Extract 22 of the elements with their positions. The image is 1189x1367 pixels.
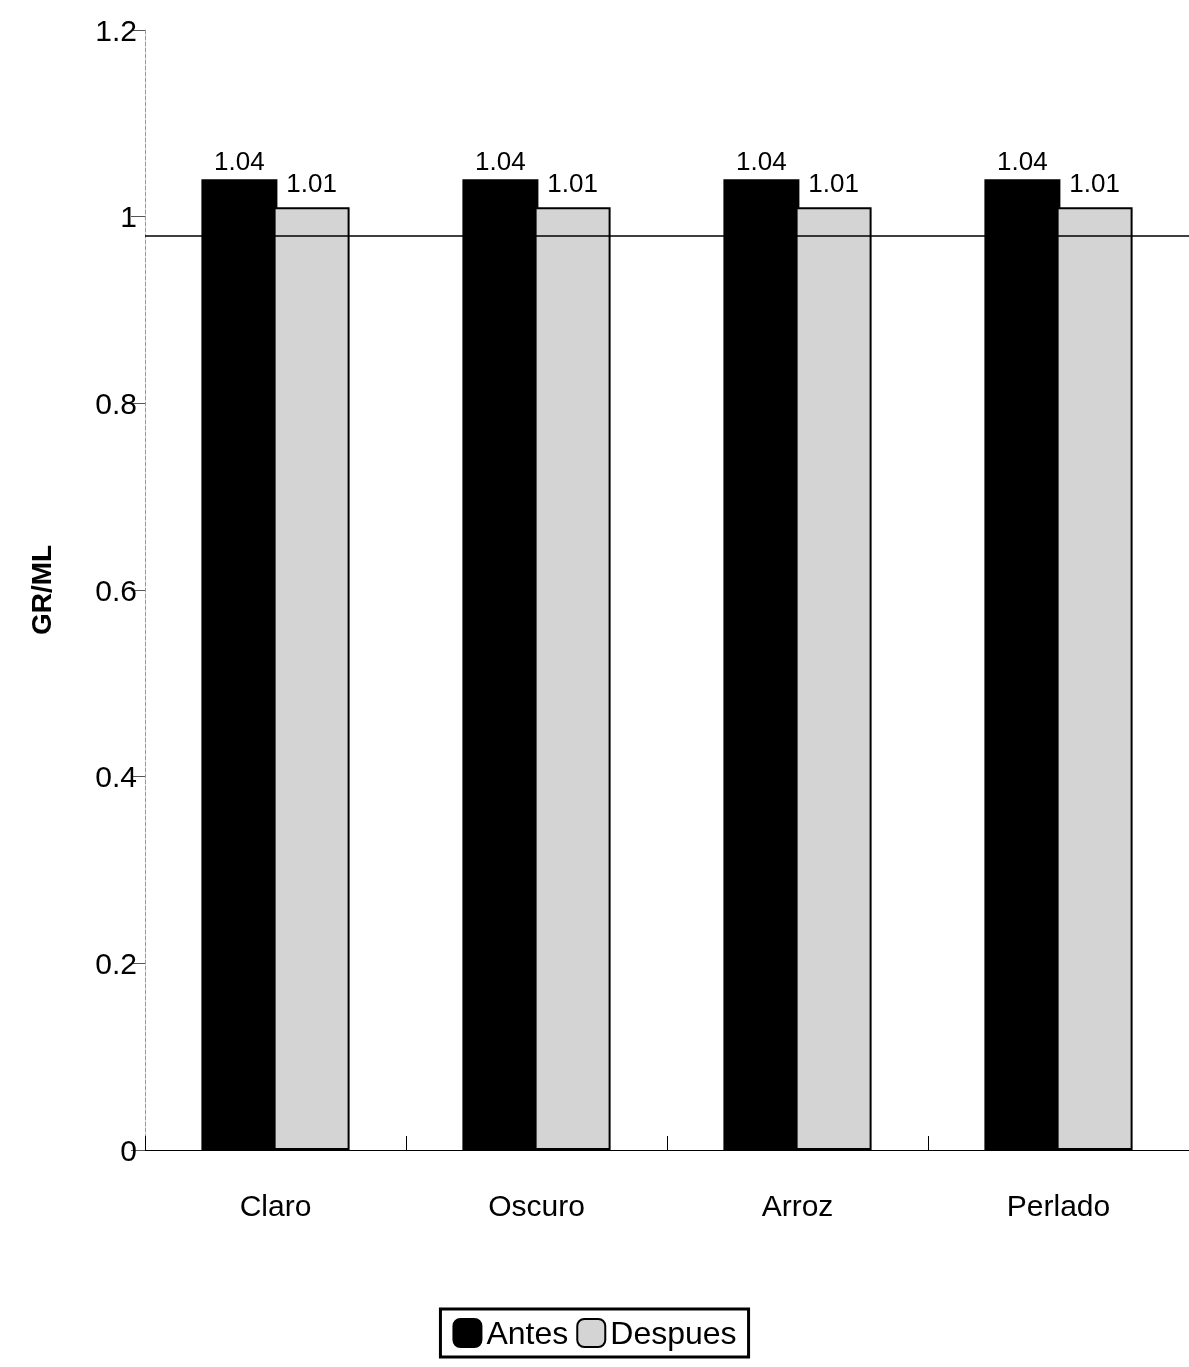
data-label: 1.01 [808,168,859,199]
y-tick-label: 0 [120,1133,137,1167]
x-tick-label: Perlado [1006,1188,1111,1222]
x-tick-label: Claro [239,1188,312,1222]
y-axis-title: GR/ML [25,544,57,636]
legend-label: Antes [486,1315,569,1351]
data-label: 1.04 [214,146,265,177]
x-tick-label: Arroz [761,1188,834,1222]
data-label: 1.04 [997,146,1048,177]
y-tick-label: 1 [120,200,137,234]
y-tick-label: 0.8 [95,386,137,420]
y-tick-label: 1.2 [95,13,137,47]
data-label: 1.04 [736,146,787,177]
data-label: 1.04 [475,146,526,177]
y-tick-label: 0.2 [95,946,137,980]
data-label: 1.01 [286,168,337,199]
data-label: 1.01 [1069,168,1120,199]
legend-label: Despues [610,1315,737,1351]
y-tick-label: 0.6 [95,573,137,607]
data-label: 1.01 [547,168,598,199]
y-tick-label: 0.4 [95,760,137,794]
x-tick-label: Oscuro [488,1188,585,1222]
